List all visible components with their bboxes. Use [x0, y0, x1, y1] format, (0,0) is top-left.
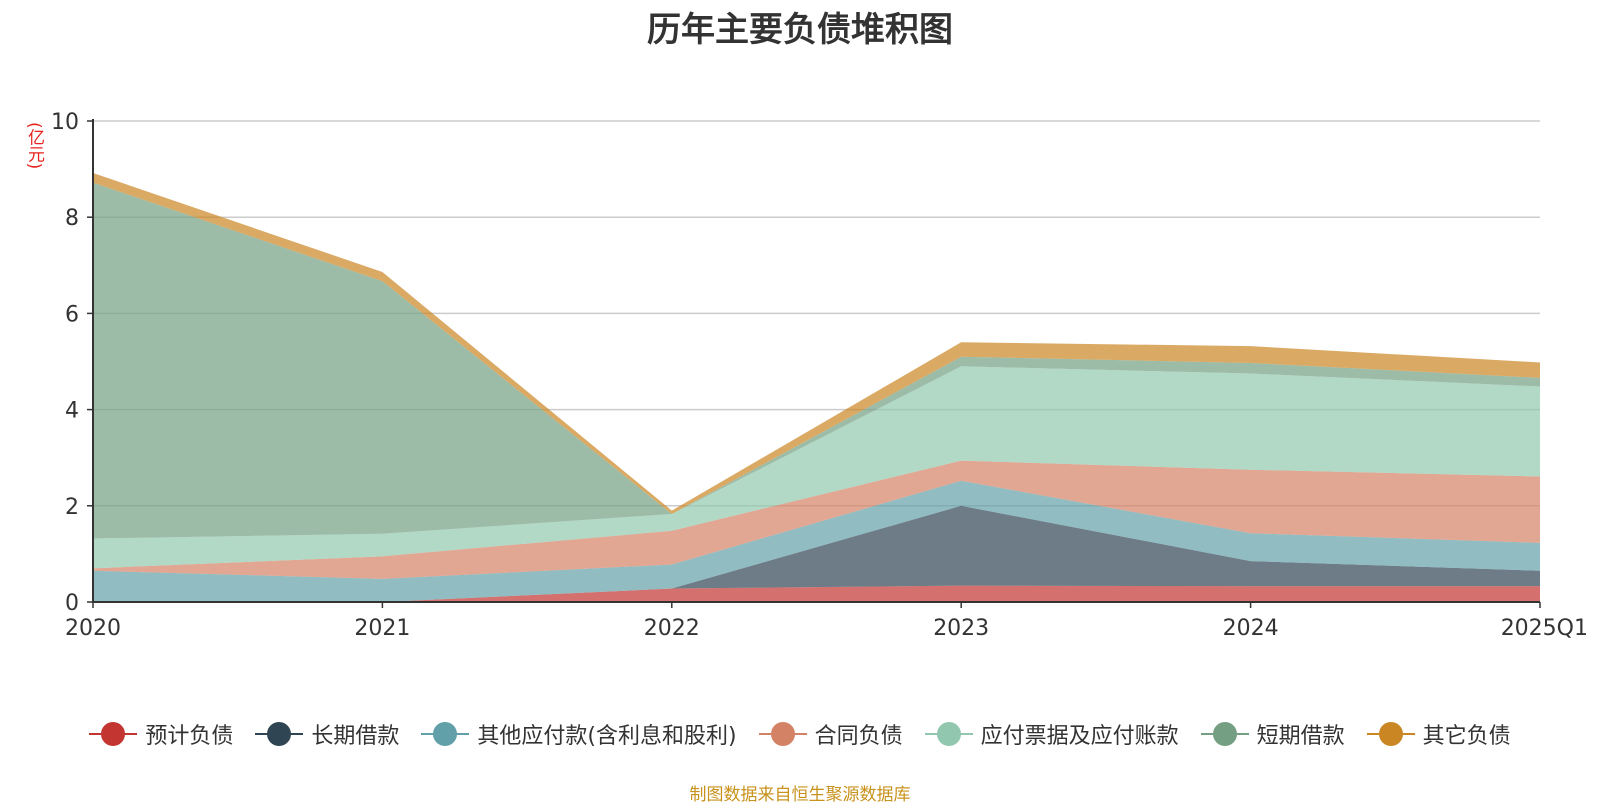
x-tick-label: 2021 — [354, 616, 410, 641]
area-series-layer — [93, 172, 1540, 602]
x-tick-label: 2024 — [1223, 616, 1279, 641]
area-series-4 — [93, 366, 1540, 569]
axes: 0 2 4 6 8 10 2020 2021 2022 2023 2024 2025Q1 — [51, 110, 1588, 641]
legend-label: 其它负债 — [1422, 724, 1511, 749]
y-tick-label: 4 — [65, 399, 79, 424]
legend-marker-icon — [1200, 722, 1249, 746]
legend-marker-icon — [421, 722, 470, 746]
legend-item-3[interactable]: 合同负债 — [758, 718, 903, 750]
legend: 预计负债 长期借款 其他应付款(含利息和股利) 合同负债 应付票据及应付账款 短期借款 其它… — [0, 718, 1600, 750]
legend-marker-icon — [924, 722, 973, 746]
area-series-3 — [93, 460, 1540, 579]
legend-marker-icon — [1366, 722, 1415, 746]
legend-item-0[interactable]: 预计负债 — [89, 718, 233, 750]
area-series-1 — [93, 505, 1540, 602]
legend-marker-icon — [89, 722, 138, 746]
y-tick-label: 8 — [65, 206, 79, 231]
x-tick-label: 2025Q1 — [1501, 616, 1588, 641]
legend-label: 长期借款 — [311, 724, 400, 749]
legend-item-6[interactable]: 其它负债 — [1366, 718, 1511, 750]
area-series-5 — [93, 182, 1540, 539]
y-tick-label: 6 — [65, 302, 79, 327]
y-tick-label: 10 — [51, 110, 79, 135]
legend-label: 合同负债 — [814, 724, 903, 749]
legend-marker-icon — [758, 722, 807, 746]
legend-item-4[interactable]: 应付票据及应付账款 — [924, 718, 1179, 750]
x-tick-label: 2023 — [933, 616, 989, 641]
x-tick-label: 2020 — [65, 616, 121, 641]
area-series-0 — [93, 585, 1540, 602]
y-axis-unit-label: (亿元) — [24, 122, 44, 170]
data-source-note: 制图数据来自恒生聚源数据库 — [689, 785, 911, 805]
chart-title: 历年主要负债堆积图 — [647, 10, 953, 50]
legend-item-2[interactable]: 其他应付款(含利息和股利) — [421, 718, 737, 750]
legend-label: 其他应付款(含利息和股利) — [477, 724, 737, 749]
y-tick-label: 0 — [65, 591, 79, 616]
legend-label: 短期借款 — [1256, 724, 1345, 749]
legend-item-1[interactable]: 长期借款 — [255, 718, 399, 750]
x-tick-label: 2022 — [644, 616, 700, 641]
legend-label: 应付票据及应付账款 — [980, 724, 1179, 749]
y-tick-label: 2 — [65, 495, 79, 520]
area-series-2 — [93, 480, 1540, 602]
legend-marker-icon — [255, 722, 304, 746]
legend-label: 预计负债 — [145, 724, 234, 749]
legend-item-5[interactable]: 短期借款 — [1200, 718, 1345, 750]
